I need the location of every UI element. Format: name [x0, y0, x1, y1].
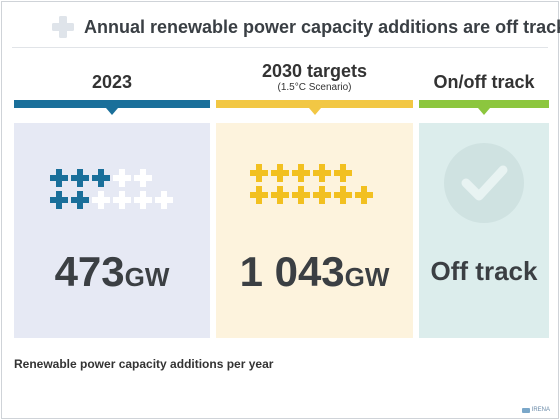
empty-plus-icon [113, 169, 131, 187]
value-unit: GW [124, 262, 170, 292]
panel-status: Off track [419, 123, 549, 338]
panel-2023: 473GW [14, 123, 210, 338]
column-bar-status [419, 100, 549, 115]
filled-plus-icon [313, 186, 331, 204]
filled-plus-icon [271, 164, 289, 182]
source-credit: IRENA [521, 407, 550, 413]
filled-plus-icon [271, 186, 289, 204]
filled-plus-icon [71, 191, 89, 209]
figure-title: Annual renewable power capacity addition… [84, 16, 560, 37]
filled-plus-icon [92, 169, 110, 187]
filled-plus-icon [292, 164, 310, 182]
filled-plus-icon [50, 169, 68, 187]
column-sublabel: (1.5°C Scenario) [277, 82, 352, 93]
column-label: 2023 [91, 72, 133, 92]
plus-icon [52, 16, 74, 38]
column-label: On/off track [433, 72, 535, 92]
capacity-value-2023: 473GW [14, 248, 210, 296]
filled-plus-icon [292, 186, 310, 204]
empty-plus-icon [134, 169, 152, 187]
empty-plus-icon [113, 191, 131, 209]
empty-plus-icon [92, 191, 110, 209]
column-header-2030: 2030 targets (1.5°C Scenario) [216, 60, 413, 94]
capacity-plus-icons [50, 169, 173, 209]
irena-logo-icon [521, 407, 530, 413]
column-bar-2023 [14, 100, 210, 115]
footnote: Renewable power capacity additions per y… [14, 357, 274, 371]
credit-text: IRENA [531, 407, 550, 413]
value-number: 473 [54, 248, 125, 295]
column-bar-2030 [216, 100, 413, 115]
filled-plus-icon [334, 186, 352, 204]
filled-plus-icon [334, 164, 352, 182]
check-circle-icon [444, 143, 524, 223]
column-label: 2030 targets [261, 61, 368, 81]
figure-header: Annual renewable power capacity addition… [52, 12, 560, 42]
filled-plus-icon [250, 186, 268, 204]
track-status: Off track [430, 256, 538, 286]
filled-plus-icon [355, 186, 373, 204]
filled-plus-icon [71, 169, 89, 187]
empty-plus-icon [155, 191, 173, 209]
header-divider [12, 47, 548, 48]
value-unit: GW [344, 262, 390, 292]
empty-plus-icon [134, 191, 152, 209]
panel-2030: 1 043GW [216, 123, 413, 338]
filled-plus-icon [50, 191, 68, 209]
column-header-2023: 2023 [14, 71, 210, 93]
filled-plus-icon [250, 164, 268, 182]
filled-plus-icon [313, 164, 331, 182]
capacity-value-2030: 1 043GW [216, 248, 413, 296]
capacity-plus-icons [250, 164, 373, 204]
column-header-status: On/off track [419, 71, 549, 93]
value-number: 1 043 [239, 248, 345, 295]
